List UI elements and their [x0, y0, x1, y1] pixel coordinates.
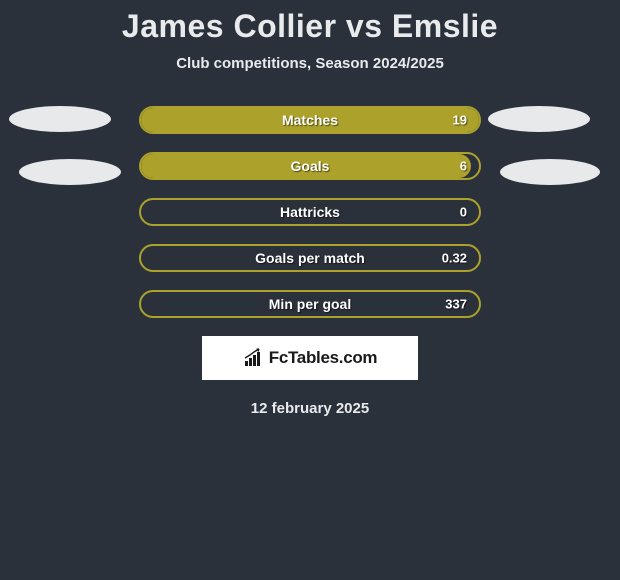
- site-logo[interactable]: FcTables.com: [202, 336, 418, 380]
- stat-row: Hattricks 0: [139, 198, 481, 226]
- stat-value: 0.32: [442, 251, 467, 266]
- page-title: James Collier vs Emslie: [0, 0, 620, 45]
- stat-label: Goals: [291, 158, 330, 174]
- date-label: 12 february 2025: [0, 400, 620, 417]
- stat-label: Matches: [282, 112, 338, 128]
- stat-row: Goals per match 0.32: [139, 244, 481, 272]
- stat-value: 0: [460, 205, 467, 220]
- content-area: Matches 19 Goals 6 Hattricks 0 Goals per match…: [0, 106, 620, 417]
- logo-text: FcTables.com: [269, 348, 378, 368]
- stat-label: Hattricks: [280, 204, 340, 220]
- stat-label: Goals per match: [255, 250, 365, 266]
- stat-row: Goals 6: [139, 152, 481, 180]
- stats-list: Matches 19 Goals 6 Hattricks 0 Goals per match…: [139, 106, 481, 318]
- chart-icon: [243, 348, 265, 368]
- stat-value: 19: [453, 113, 467, 128]
- decorative-ellipse: [19, 159, 121, 185]
- stat-value: 337: [445, 297, 467, 312]
- decorative-ellipse: [488, 106, 590, 132]
- stat-label: Min per goal: [269, 296, 351, 312]
- stat-row: Matches 19: [139, 106, 481, 134]
- decorative-ellipse: [9, 106, 111, 132]
- stat-row: Min per goal 337: [139, 290, 481, 318]
- decorative-ellipse: [500, 159, 600, 185]
- stat-value: 6: [460, 159, 467, 174]
- subtitle: Club competitions, Season 2024/2025: [0, 55, 620, 72]
